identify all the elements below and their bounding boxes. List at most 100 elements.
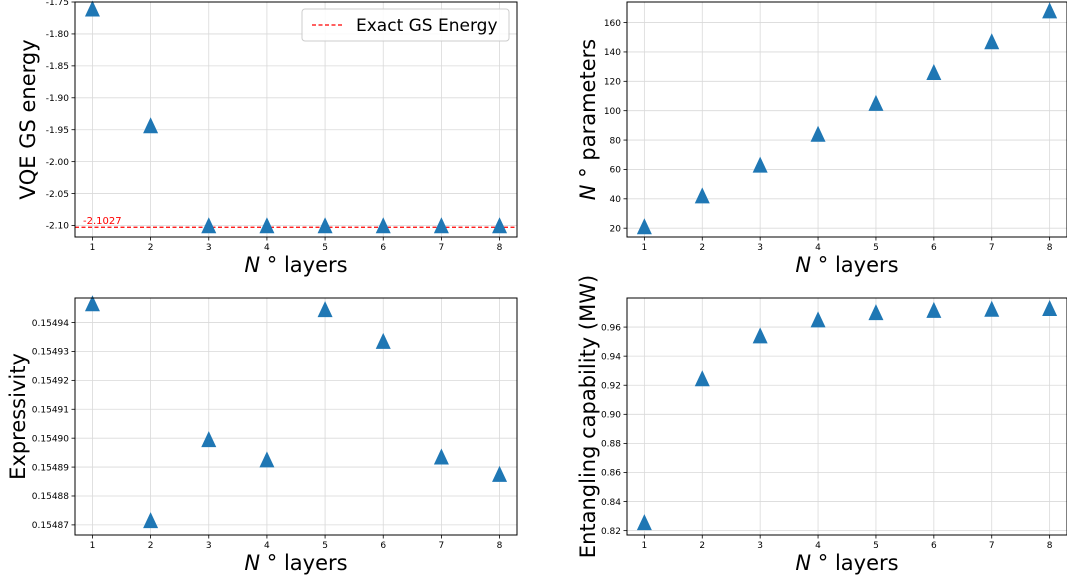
x-tick-label: 8 [497, 243, 503, 253]
y-tick-label: 0.88 [601, 440, 621, 450]
x-tick-label: 7 [989, 541, 995, 551]
x-tick-label: 6 [931, 541, 937, 551]
y-tick-label: 0.15490 [32, 434, 69, 444]
y-axis-label: Expressivity [6, 353, 30, 480]
subplot-3: 1 2 3 4 5 6 7 8 0.15487 0.15488 0.15489 0.15490 0.15… [6, 295, 518, 575]
axes-frame [74, 297, 518, 536]
data-point [201, 431, 217, 448]
y-tick-label: 0.15489 [32, 463, 69, 473]
data-point [433, 448, 449, 465]
data-point [926, 64, 942, 81]
data-point [694, 187, 710, 204]
data-point [259, 217, 275, 234]
data-point [1042, 300, 1058, 317]
y-axis-label: N ° parameters [576, 39, 600, 200]
y-tick-label: 20 [610, 224, 622, 234]
x-tick-label: 5 [322, 243, 328, 253]
y-tick-label: 0.82 [601, 527, 621, 537]
y-tick-label: 0.90 [601, 411, 621, 421]
x-tick-label: 5 [873, 243, 879, 253]
y-tick-label: -2.05 [46, 190, 69, 200]
x-tick-label: 8 [1047, 243, 1053, 253]
x-axis-label-text: ° layers [818, 253, 899, 277]
data-point [868, 304, 884, 321]
y-tick-label: 60 [610, 166, 622, 176]
x-axis-label-text: ° layers [267, 551, 348, 575]
y-tick-label: 140 [604, 48, 621, 58]
data-point [752, 327, 768, 344]
data-point [84, 295, 100, 312]
y-tick-label: -2.00 [46, 158, 70, 168]
y-axis-label: VQE GS energy [16, 39, 40, 199]
data-point [375, 332, 391, 349]
subplot-1: -2.1027 1 2 3 4 5 6 7 8 -1.75 -1.80 -1.85 -1.90 -1.95… [16, 0, 518, 277]
legend-label: Exact GS Energy [356, 16, 498, 36]
x-axis-label-symbol: N [795, 253, 817, 277]
data-point [433, 217, 449, 234]
data-point [143, 512, 159, 529]
data-point [201, 217, 217, 234]
reference-value-label: -2.1027 [83, 216, 122, 227]
data-point [492, 465, 508, 482]
y-tick-label: -2.10 [46, 222, 70, 232]
x-tick-label: 6 [380, 243, 386, 253]
y-tick-label: 0.84 [601, 498, 621, 508]
legend: Exact GS Energy [301, 8, 510, 42]
x-tick-label: 2 [699, 541, 705, 551]
data-point [636, 218, 652, 235]
subplot-4: 1 2 3 4 5 6 7 8 0.82 0.84 0.86 0.88 0.90 0.92 0.94 0.96… [576, 275, 1067, 575]
data-point [926, 301, 942, 318]
y-tick-label: -1.85 [46, 62, 69, 72]
data-point [636, 514, 652, 531]
y-tick-label: -1.90 [46, 94, 70, 104]
y-tick-label: 0.96 [601, 323, 621, 333]
x-tick-label: 2 [148, 243, 154, 253]
y-tick-label: 100 [604, 107, 621, 117]
y-tick-label: -1.75 [46, 0, 69, 8]
x-tick-label: 2 [148, 541, 154, 551]
y-tick-label: 0.86 [601, 469, 621, 479]
x-axis-label: N ° layers [244, 253, 347, 277]
x-tick-label: 5 [873, 541, 879, 551]
x-tick-label: 3 [206, 243, 212, 253]
x-axis-label: N ° layers [795, 551, 898, 575]
x-axis-label: N ° layers [244, 551, 347, 575]
x-tick-label: 1 [642, 243, 648, 253]
x-tick-label: 1 [90, 541, 96, 551]
data-point [317, 217, 333, 234]
y-axis-label: Entangling capability (MW) [576, 275, 600, 558]
x-axis-label-text: ° layers [818, 551, 899, 575]
data-point [317, 301, 333, 318]
x-tick-label: 4 [264, 243, 270, 253]
data-point [868, 94, 884, 111]
y-tick-label: 160 [604, 19, 621, 29]
y-tick-label: 80 [610, 136, 622, 146]
data-point [694, 370, 710, 387]
y-axis-label-text: ° parameters [576, 39, 600, 178]
y-tick-label: -1.80 [46, 30, 70, 40]
data-point [810, 311, 826, 328]
x-tick-label: 7 [439, 541, 445, 551]
axes-frame [626, 297, 1067, 536]
data-point [84, 0, 100, 17]
x-tick-label: 3 [206, 541, 212, 551]
x-tick-label: 7 [439, 243, 445, 253]
y-tick-label: 40 [610, 195, 622, 205]
x-tick-label: 6 [931, 243, 937, 253]
x-tick-label: 8 [497, 541, 503, 551]
x-axis-label-symbol: N [244, 551, 266, 575]
y-tick-label: 0.15492 [32, 377, 69, 387]
data-point [810, 125, 826, 142]
x-tick-label: 8 [1047, 541, 1053, 551]
x-tick-label: 5 [322, 541, 328, 551]
axes-frame [626, 1, 1067, 238]
x-tick-label: 4 [815, 243, 821, 253]
data-point [375, 217, 391, 234]
x-tick-label: 6 [380, 541, 386, 551]
x-tick-label: 3 [757, 541, 763, 551]
legend-box [301, 8, 510, 42]
x-axis-label-symbol: N [244, 253, 266, 277]
y-tick-label: 120 [604, 78, 621, 88]
